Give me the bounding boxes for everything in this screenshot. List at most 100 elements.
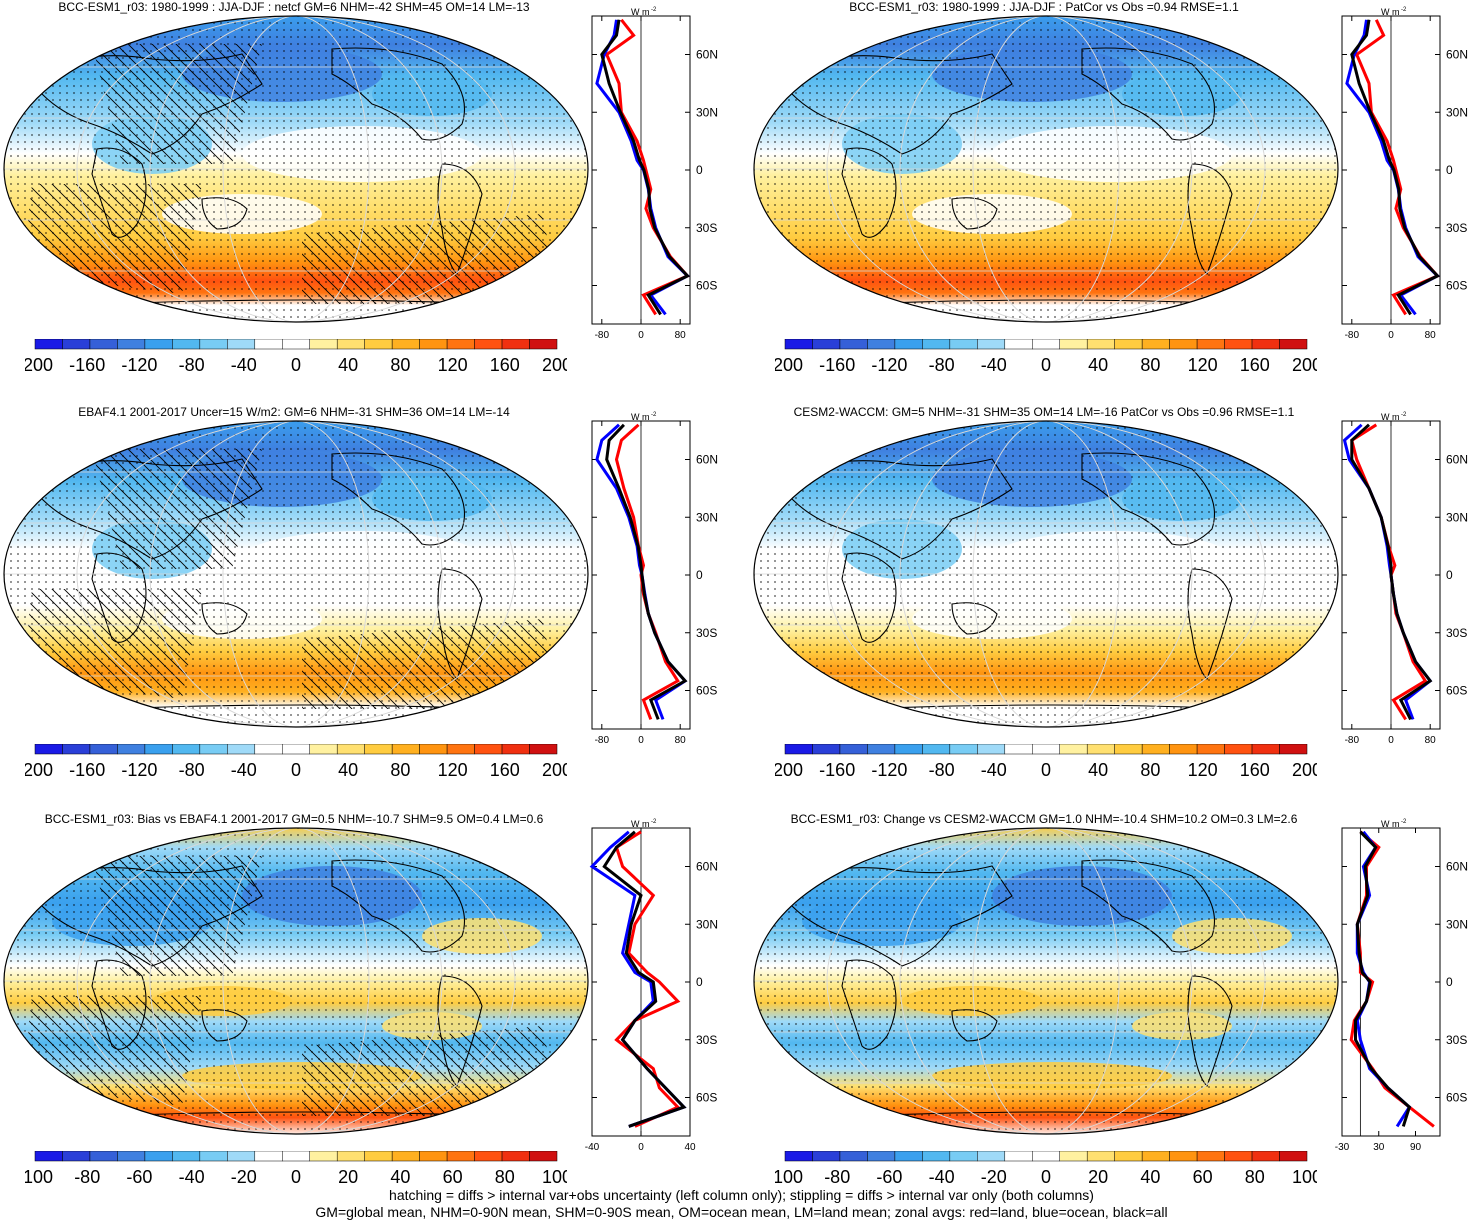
zonal-ylabel: 0 xyxy=(1446,568,1453,582)
colorbar-swatch xyxy=(117,339,146,350)
map-p5 xyxy=(3,827,589,1135)
colorbar-label: 40 xyxy=(1088,760,1108,780)
colorbar-swatch xyxy=(1251,744,1280,755)
zonal-ylabel: 30S xyxy=(1446,221,1467,235)
zonal-xtick: 0 xyxy=(638,1142,644,1153)
zonal-units-sup: -2 xyxy=(651,7,657,13)
colorbar-label: 0 xyxy=(291,760,301,780)
colorbar-p3: -200 -160 -120 -80 -40 0 40 80 120 160 200 xyxy=(25,744,567,780)
colorbar-swatch xyxy=(62,744,91,755)
colorbar-swatch xyxy=(446,744,475,755)
colorbar-swatch xyxy=(172,1151,201,1162)
colorbar-label: 40 xyxy=(1088,355,1108,375)
zonal-ylabel: 30N xyxy=(696,917,718,931)
colorbar-label: -80 xyxy=(179,355,205,375)
colorbar-label: -120 xyxy=(871,760,907,780)
zonal-line-land xyxy=(604,18,690,316)
panel-title: BCC-ESM1_r03: 1980-1999 : JJA-DJF : PatC… xyxy=(849,0,1239,14)
panel-title: BCC-ESM1_r03: 1980-1999 : JJA-DJF : netc… xyxy=(58,0,530,14)
zonal-avg-p5: W m -2 60N 30N 0 30S 60S -40 0 40 xyxy=(585,819,718,1153)
colorbar-label: -40 xyxy=(179,1167,205,1187)
colorbar-label: 20 xyxy=(338,1167,358,1187)
panel-p1: BCC-ESM1_r03: 1980-1999 : JJA-DJF : netc… xyxy=(0,0,733,400)
colorbar-swatch xyxy=(144,1151,173,1162)
colorbar-swatch xyxy=(784,744,813,755)
colorbar-label: 100 xyxy=(1292,1167,1317,1187)
colorbar-swatch xyxy=(1086,1151,1115,1162)
colorbar-label: 0 xyxy=(1041,760,1051,780)
colorbar-swatch xyxy=(199,744,228,755)
colorbar-swatch xyxy=(949,744,978,755)
zonal-ylabel: 0 xyxy=(696,975,703,989)
colorbar-swatch xyxy=(839,1151,868,1162)
colorbar-label: 120 xyxy=(438,760,468,780)
colorbar-swatch xyxy=(922,339,951,350)
colorbar-swatch xyxy=(227,744,256,755)
colorbar-swatch xyxy=(1141,339,1170,350)
zonal-xtick: 80 xyxy=(1425,735,1437,746)
zonal-ylabel: 30S xyxy=(1446,1033,1467,1047)
colorbar-swatch xyxy=(62,339,91,350)
colorbar-swatch xyxy=(784,339,813,350)
zonal-xtick: 0 xyxy=(638,330,644,341)
colorbar-label: 160 xyxy=(1240,355,1270,375)
zonal-units: W m xyxy=(1381,7,1400,17)
colorbar-label: 40 xyxy=(338,760,358,780)
zonal-avg-p6: W m -2 60N 30N 0 30S 60S -30 30 90 xyxy=(1335,819,1468,1153)
colorbar-label: -200 xyxy=(775,760,803,780)
colorbar-swatch xyxy=(1114,744,1143,755)
colorbar-swatch xyxy=(812,744,841,755)
colorbar-swatch xyxy=(172,339,201,350)
zonal-ylabel: 30N xyxy=(696,105,718,119)
colorbar-label: 0 xyxy=(1041,1167,1051,1187)
zonal-units: W m xyxy=(631,7,650,17)
colorbar-label: 0 xyxy=(1041,355,1051,375)
colorbar-swatch xyxy=(1059,339,1088,350)
zonal-ylabel: 60S xyxy=(696,1091,717,1105)
colorbar-swatch xyxy=(254,1151,283,1162)
zonal-units-sup: -2 xyxy=(651,819,657,825)
colorbar-swatch xyxy=(1004,339,1033,350)
colorbar-swatch xyxy=(867,1151,896,1162)
colorbar-swatch xyxy=(391,744,420,755)
colorbar-label: -160 xyxy=(819,760,855,780)
colorbar-label: -80 xyxy=(929,355,955,375)
colorbar-label: 40 xyxy=(390,1167,410,1187)
colorbar-label: -40 xyxy=(231,760,257,780)
colorbar-label: 100 xyxy=(542,1167,567,1187)
colorbar-swatch xyxy=(227,339,256,350)
colorbar-label: -120 xyxy=(121,355,157,375)
zonal-ylabel: 30N xyxy=(696,510,718,524)
zonal-units-sup: -2 xyxy=(651,412,657,418)
colorbar-swatch xyxy=(1004,744,1033,755)
colorbar-swatch xyxy=(254,744,283,755)
colorbar-swatch xyxy=(529,339,558,350)
colorbar-swatch xyxy=(812,339,841,350)
zonal-units: W m xyxy=(1381,819,1400,829)
colorbar-label: 0 xyxy=(291,355,301,375)
colorbar-swatch xyxy=(1059,1151,1088,1162)
colorbar-swatch xyxy=(336,744,365,755)
zonal-ylabel: 60N xyxy=(1446,860,1468,874)
zonal-ylabel: 0 xyxy=(1446,163,1453,177)
colorbar-swatch xyxy=(336,1151,365,1162)
colorbar-label: -40 xyxy=(231,355,257,375)
colorbar-label: 80 xyxy=(495,1167,515,1187)
zonal-units-sup: -2 xyxy=(1401,819,1407,825)
colorbar-swatch xyxy=(977,744,1006,755)
panel-title: BCC-ESM1_r03: Bias vs EBAF4.1 2001-2017 … xyxy=(44,812,544,826)
zonal-line-land xyxy=(1350,423,1428,721)
colorbar-swatch xyxy=(419,744,448,755)
colorbar-label: -80 xyxy=(824,1167,850,1187)
zonal-xtick: -40 xyxy=(585,1142,600,1153)
map-p6 xyxy=(753,827,1339,1135)
zonal-line-ocean xyxy=(589,830,687,1128)
colorbar-swatch xyxy=(474,1151,503,1162)
colorbar-label: 80 xyxy=(1140,760,1160,780)
colorbar-swatch xyxy=(977,339,1006,350)
zonal-avg-p4: W m -2 60N 30N 0 30S 60S -80 0 80 xyxy=(1341,412,1468,746)
colorbar-swatch xyxy=(529,1151,558,1162)
zonal-ylabel: 0 xyxy=(1446,975,1453,989)
colorbar-swatch xyxy=(1224,339,1253,350)
colorbar-label: -100 xyxy=(25,1167,53,1187)
